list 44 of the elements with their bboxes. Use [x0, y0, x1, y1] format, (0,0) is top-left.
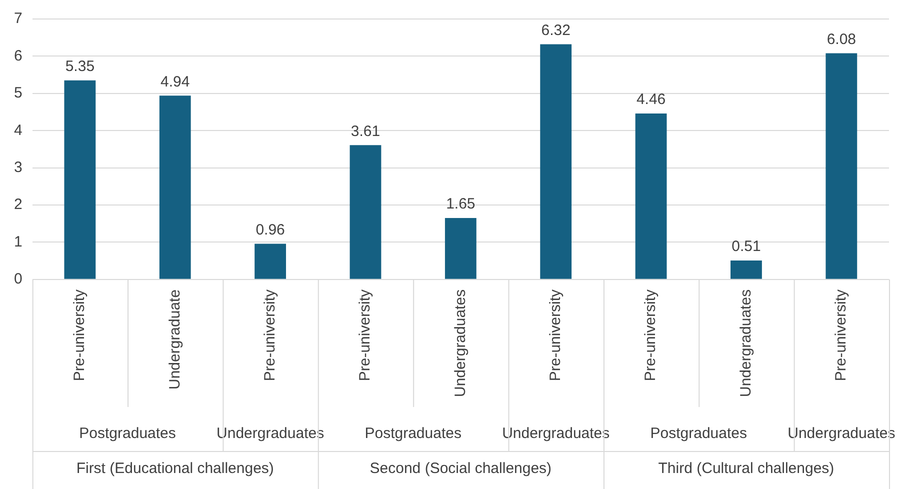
- text: Undergraduates: [502, 425, 610, 442]
- x-tick-label: Pre-university: [261, 288, 278, 382]
- y-tick-label: 5: [14, 84, 22, 102]
- text: First (Educational challenges): [76, 460, 274, 478]
- text: Second (Social challenges): [370, 460, 552, 478]
- y-tick-label: 3: [14, 158, 22, 176]
- x-tick-label: Pre-university: [832, 288, 850, 382]
- text: Undergraduates: [788, 425, 896, 442]
- y-tick-label: 6: [14, 47, 22, 64]
- data-label: 0.96: [256, 221, 285, 238]
- x-tick-label: Undergraduates: [737, 289, 754, 398]
- y-tick-label: 1: [14, 233, 22, 250]
- bar: [64, 80, 96, 279]
- x-tick-label: Pre-university: [71, 288, 88, 382]
- text: Postgraduates: [650, 425, 747, 442]
- x-tick-label: Pre-university: [546, 288, 564, 382]
- data-label: 6.08: [826, 30, 856, 48]
- text: Undergraduates: [216, 425, 324, 442]
- bar: [254, 244, 286, 279]
- x-tick-label: Pre-university: [642, 288, 660, 382]
- bar: [730, 260, 762, 279]
- text: Postgraduates: [364, 425, 462, 442]
- bar: [826, 53, 858, 279]
- bar: [635, 114, 667, 279]
- x-tick-label: Pre-university: [356, 288, 374, 382]
- y-tick-label: 4: [14, 122, 22, 139]
- data-label: 5.35: [65, 58, 95, 76]
- y-tick-label: 2: [14, 196, 22, 214]
- data-label: 0.51: [732, 238, 761, 256]
- data-label: 6.32: [541, 22, 570, 39]
- text: Postgraduates: [79, 425, 176, 442]
- x-tick-label: Undergraduates: [452, 289, 469, 398]
- x-tick-label: Undergraduate: [166, 289, 184, 390]
- data-label: 4.94: [160, 73, 190, 90]
- y-tick-label: 0: [14, 270, 22, 288]
- y-tick-label: 7: [14, 10, 22, 28]
- data-label: 4.46: [636, 91, 666, 108]
- bar: [540, 44, 572, 279]
- bar: [159, 96, 191, 279]
- bar: [444, 218, 476, 279]
- data-label: 3.61: [350, 122, 380, 140]
- bar: [350, 145, 382, 279]
- data-label: 1.65: [446, 196, 476, 213]
- text: Third (Cultural challenges): [658, 460, 834, 478]
